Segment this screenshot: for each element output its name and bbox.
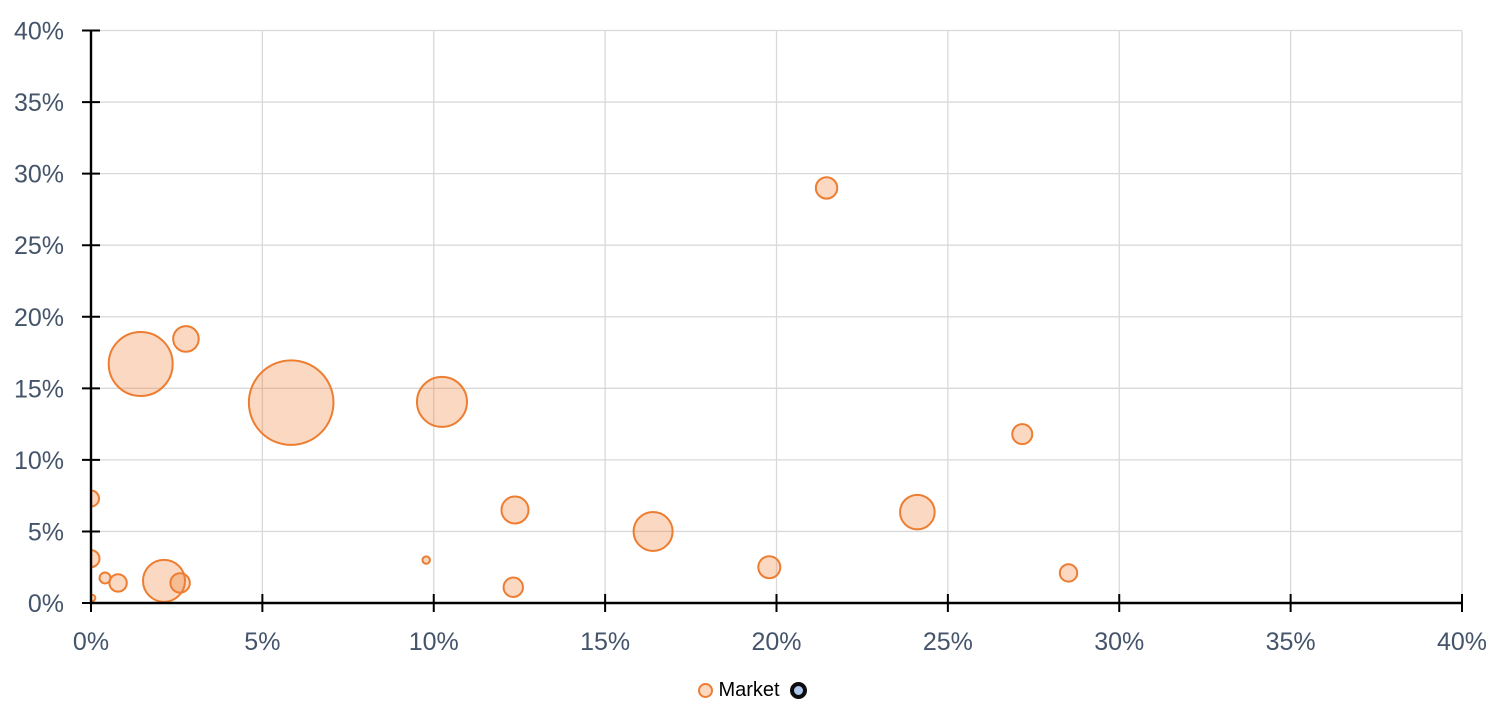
bubble-Market[interactable] [814, 176, 839, 200]
y-axis-tick-label: 20% [14, 304, 64, 332]
bubble-series-group [83, 176, 1079, 603]
bubble-Market[interactable] [247, 359, 335, 446]
legend-label-market: Market [718, 679, 780, 701]
bubble-Market[interactable] [757, 555, 782, 580]
y-axis-tick-label: 30% [14, 161, 64, 189]
bubble-Market[interactable] [1011, 423, 1034, 446]
x-axis-tick-label: 40% [1437, 628, 1487, 656]
bubble-Market[interactable] [108, 573, 128, 593]
y-axis-tick-label: 15% [14, 375, 64, 403]
bubble-Market[interactable] [83, 549, 101, 569]
bubble-Market[interactable] [502, 576, 524, 598]
x-axis-tick-label: 15% [580, 628, 630, 656]
x-axis-tick-label: 5% [244, 628, 280, 656]
gridlines [91, 29, 1463, 603]
bubble-Market[interactable] [500, 495, 530, 525]
bubble-Market[interactable] [169, 572, 191, 594]
x-axis-tick-label: 25% [923, 628, 973, 656]
x-axis-tick-label: 0% [73, 628, 109, 656]
x-axis-tick-label: 20% [751, 628, 801, 656]
x-axis-tick-label: 10% [409, 628, 459, 656]
y-axis-tick-label: 25% [14, 232, 64, 260]
bubble-Market[interactable] [415, 375, 468, 428]
series2-bubble-icon [789, 681, 807, 699]
bubble-Market[interactable] [899, 493, 936, 531]
chart-legend: Market [0, 680, 1510, 700]
x-axis-tick-label: 30% [1094, 628, 1144, 656]
y-axis-tick-label: 40% [14, 18, 64, 46]
market-bubble-icon [698, 682, 714, 698]
y-axis-tick-label: 35% [14, 89, 64, 117]
bubble-Market[interactable] [632, 510, 674, 552]
y-axis-tick-label: 5% [28, 518, 64, 546]
y-axis-tick-label: 0% [28, 590, 64, 618]
x-axis-tick-label: 35% [1266, 628, 1316, 656]
y-axis-tick-label: 10% [14, 447, 64, 475]
bubble-Market[interactable] [172, 325, 200, 353]
bubble-Market[interactable] [107, 330, 174, 397]
bubble-Market[interactable] [421, 555, 431, 565]
axes: 0% 5% 10% 15% 20% 25% 30% 35% 40% 0% 5% 10% 15% 20% 25… [14, 18, 1487, 657]
legend-item-series2[interactable] [789, 681, 812, 699]
bubble-Market[interactable] [83, 489, 100, 508]
legend-item-market[interactable]: Market [698, 679, 780, 701]
bubble-Market[interactable] [1058, 563, 1079, 583]
